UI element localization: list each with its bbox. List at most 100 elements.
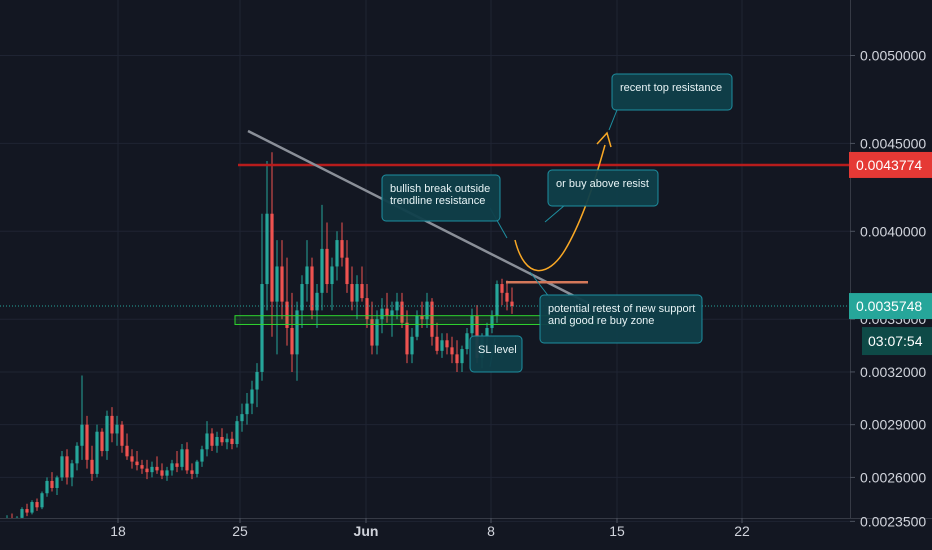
candle-body [170,463,174,471]
projection-arrowhead [596,131,612,148]
callout-text: recent top resistance [620,82,722,94]
callout-text: bullish break outside [390,183,490,195]
candle-body [40,493,44,508]
candle [65,449,69,485]
candle [510,287,514,314]
candle [100,428,104,457]
callout-text: or buy above resist [556,178,649,190]
callout-sl[interactable]: SL level [469,335,523,373]
candle [260,213,264,381]
candle-body [415,315,419,337]
resistance-price-label: 0.0043774 [856,157,922,173]
candle [205,421,209,457]
candle [95,424,99,478]
candle [310,257,314,320]
candle [390,301,394,337]
candle-body [190,470,194,474]
candle-body [510,301,514,307]
candle [335,231,339,281]
candle [255,363,259,408]
candle [90,445,94,481]
candle-body [15,517,19,518]
candle-body [120,424,124,446]
candle-body [260,284,264,372]
candle [195,459,199,478]
callout-buy-above[interactable]: or buy above resist [547,169,659,207]
candle [70,459,74,487]
callout-recent-top[interactable]: recent top resistance [611,73,733,111]
candle [350,266,354,311]
candle [410,327,414,364]
candle-body [45,480,49,494]
price-tick-label: 0.0029000 [860,417,926,433]
current-price-tag [849,293,932,320]
price-tick-label: 0.0050000 [860,48,926,64]
candle-body [350,284,354,302]
candle-body [55,477,59,488]
candle [295,301,299,381]
candle [340,222,344,267]
candle [120,421,124,453]
candle [210,428,214,452]
candle-body [80,424,84,446]
candle [155,456,159,474]
candle [11,513,13,518]
candle [215,431,219,453]
price-tick-label: 0.0023500 [860,513,926,529]
candle-body [460,349,464,364]
candle [130,449,134,469]
candle-body [435,336,439,351]
candle-body [265,213,269,285]
candle [235,415,239,448]
candle-body [275,266,279,302]
candle [375,310,379,355]
candle [80,375,84,460]
candle [320,204,324,311]
candle-body [165,470,169,476]
candle-body [95,431,99,474]
candle [20,507,24,518]
candle-body [50,480,54,488]
candle [170,459,174,476]
candle [35,498,39,511]
candle [15,516,19,518]
candle [300,275,304,328]
candle-body [110,415,114,434]
candle-body [195,461,199,474]
candle-body [25,509,29,513]
candle [45,477,49,497]
axes[interactable]: 0.00500000.00450000.00400000.00350000.00… [110,48,932,540]
callout-connector [529,271,551,299]
candle [160,463,164,480]
candle-body [465,333,469,350]
candle-body [345,257,349,285]
candle [385,292,389,323]
candle [315,284,319,328]
candle [190,463,194,480]
candle-body [430,301,434,337]
time-tick-label: 25 [232,523,248,539]
callout-connector [608,109,618,131]
candle [360,266,364,302]
candle [445,333,449,355]
candle-body [90,459,94,474]
candle-body [245,403,249,415]
candle [110,407,114,443]
candle [505,280,509,311]
candle-body [400,301,404,323]
candle [490,310,494,334]
candle [85,415,89,469]
candle-body [100,431,104,452]
candle [115,415,119,446]
candle [40,491,44,510]
candle-body [135,461,139,466]
countdown-label: 03:07:54 [868,333,923,349]
candle [455,340,459,372]
candle [165,466,169,481]
candle [145,459,149,480]
candle [270,152,274,337]
candle [370,301,374,355]
